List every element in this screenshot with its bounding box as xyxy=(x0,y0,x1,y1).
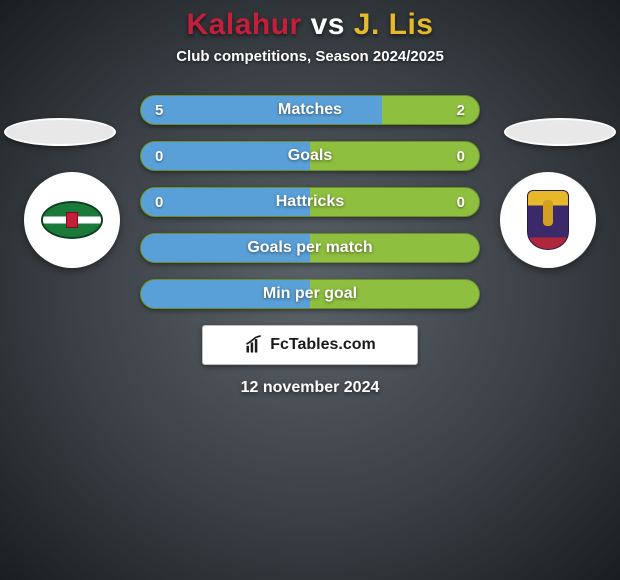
stat-row: 52Matches xyxy=(140,95,480,125)
player2-avatar-placeholder xyxy=(504,118,616,146)
page-title: Kalahur vs J. Lis xyxy=(0,8,620,42)
chart-icon xyxy=(244,335,264,355)
player2-club-badge xyxy=(500,172,596,268)
stat-label: Goals per match xyxy=(141,239,479,257)
stats-bars: 52Matches 00Goals 00Hattricks Goals per mat… xyxy=(140,95,480,309)
stat-label: Matches xyxy=(141,101,479,119)
player2-name: J. Lis xyxy=(354,8,434,41)
stat-label: Min per goal xyxy=(141,285,479,303)
stat-row: Goals per match xyxy=(140,233,480,263)
branding-text: FcTables.com xyxy=(270,336,376,354)
subtitle: Club competitions, Season 2024/2025 xyxy=(0,48,620,65)
stat-label: Hattricks xyxy=(141,193,479,211)
date-label: 12 november 2024 xyxy=(0,379,620,397)
stat-row: Min per goal xyxy=(140,279,480,309)
content: Kalahur vs J. Lis Club competitions, Sea… xyxy=(0,0,620,397)
branding-box: FcTables.com xyxy=(202,325,418,365)
stat-label: Goals xyxy=(141,147,479,165)
vs-label: vs xyxy=(311,8,345,41)
lechia-crest-icon xyxy=(41,201,103,239)
pogon-crest-icon xyxy=(527,190,569,250)
player1-club-badge xyxy=(24,172,120,268)
player1-avatar-placeholder xyxy=(4,118,116,146)
stat-row: 00Hattricks xyxy=(140,187,480,217)
player1-name: Kalahur xyxy=(187,8,302,41)
stat-row: 00Goals xyxy=(140,141,480,171)
